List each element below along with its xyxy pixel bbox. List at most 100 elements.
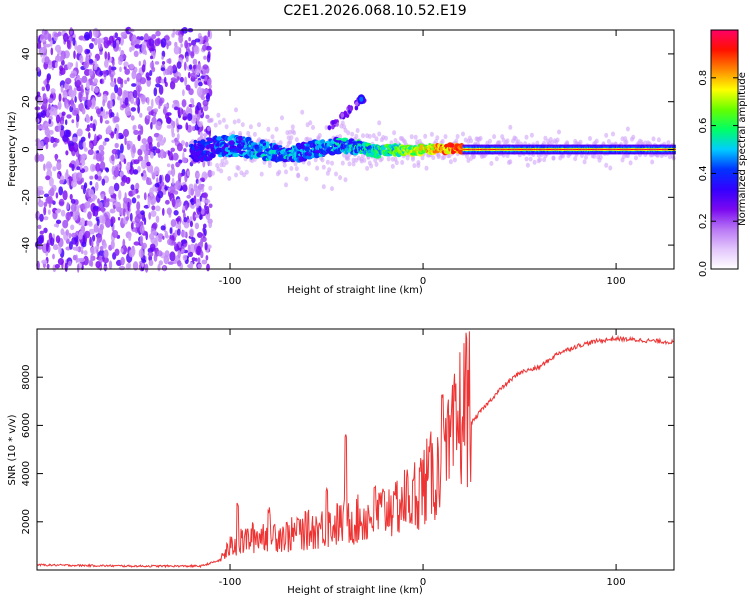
noise-blob xyxy=(186,113,193,122)
noise-blob xyxy=(71,232,77,238)
track-halo xyxy=(413,134,418,140)
noise-blob xyxy=(132,143,136,154)
noise-blob xyxy=(90,115,93,122)
y-tick-label: 40 xyxy=(21,48,32,61)
noise-blob xyxy=(113,182,120,192)
track-band xyxy=(628,149,631,150)
noise-blob xyxy=(119,152,124,162)
track-band xyxy=(512,149,515,150)
track-halo xyxy=(650,159,655,165)
noise-blob xyxy=(97,175,102,181)
noise-blob xyxy=(129,212,133,222)
track-band xyxy=(656,149,659,150)
noise-blob xyxy=(37,224,42,230)
noise-blob xyxy=(50,88,56,94)
noise-blob xyxy=(99,223,105,231)
noise-blob xyxy=(155,76,161,84)
noise-blob xyxy=(124,79,128,85)
noise-blob xyxy=(65,119,68,126)
noise-blob xyxy=(176,133,180,141)
track-halo xyxy=(338,175,343,181)
track-band xyxy=(540,149,543,150)
track-halo xyxy=(259,171,264,177)
track-band xyxy=(539,149,542,150)
track-band xyxy=(638,149,641,150)
track-halo xyxy=(289,135,294,141)
track-band xyxy=(573,149,576,150)
noise-blob xyxy=(140,144,146,151)
noise-blob xyxy=(166,43,169,50)
track-halo xyxy=(244,169,249,175)
track-blob xyxy=(378,155,382,159)
noise-blob xyxy=(75,79,81,87)
noise-blob xyxy=(147,251,154,257)
noise-blob xyxy=(80,217,86,227)
track-halo xyxy=(625,126,630,132)
noise-blob xyxy=(60,56,63,62)
noise-blob xyxy=(114,32,118,39)
track-halo xyxy=(505,153,510,159)
noise-blob xyxy=(60,120,64,125)
track-halo xyxy=(221,117,226,123)
track-halo xyxy=(330,186,334,192)
noise-blob xyxy=(166,163,171,168)
track-halo xyxy=(529,132,534,138)
track-halo xyxy=(236,118,241,124)
noise-blob xyxy=(114,166,119,175)
noise-blob xyxy=(75,247,79,252)
noise-blob xyxy=(185,84,191,91)
track-band xyxy=(496,149,499,150)
noise-blob xyxy=(200,250,204,259)
noise-blob xyxy=(135,96,139,105)
noise-blob xyxy=(74,96,77,103)
noise-blob xyxy=(169,227,173,235)
noise-blob xyxy=(137,155,144,162)
track-band xyxy=(647,149,650,150)
track-halo xyxy=(582,159,587,165)
noise-blob xyxy=(177,172,182,181)
track-band xyxy=(521,149,524,150)
noise-blob xyxy=(76,44,83,54)
noise-blob xyxy=(52,244,59,251)
noise-blob xyxy=(78,140,85,150)
track-halo xyxy=(213,122,218,128)
track-halo xyxy=(524,134,529,140)
noise-blob xyxy=(203,223,207,229)
track-halo xyxy=(561,153,565,159)
noise-blob xyxy=(126,143,131,151)
noise-blob xyxy=(104,137,110,142)
noise-blob xyxy=(95,162,101,172)
noise-blob xyxy=(166,207,172,215)
spectrogram-x-ticks: -100 0 100 xyxy=(219,30,626,287)
track-halo xyxy=(384,135,388,141)
noise-blob xyxy=(198,81,203,87)
track-band xyxy=(595,149,598,150)
noise-blob xyxy=(163,255,170,265)
track-band xyxy=(626,149,629,150)
noise-blob xyxy=(87,197,93,203)
track-halo xyxy=(327,167,332,173)
noise-blob xyxy=(177,260,182,267)
noise-blob xyxy=(98,255,104,263)
noise-blob xyxy=(67,62,72,70)
track-band xyxy=(665,149,668,150)
noise-blob xyxy=(39,213,44,222)
noise-blob xyxy=(37,96,43,106)
track-band xyxy=(574,149,577,150)
noise-blob xyxy=(196,69,200,76)
noise-blob xyxy=(120,181,125,187)
track-band xyxy=(582,149,585,150)
track-halo xyxy=(346,155,351,161)
track-band xyxy=(662,149,665,150)
noise-blob xyxy=(88,189,95,198)
noise-blob xyxy=(123,128,129,138)
noise-blob xyxy=(48,129,54,135)
track-halo xyxy=(248,124,253,130)
noise-blob xyxy=(83,250,88,256)
track-halo xyxy=(321,184,326,190)
noise-blob xyxy=(114,84,119,94)
noise-blob xyxy=(131,197,137,204)
track-band xyxy=(578,149,581,150)
noise-blob xyxy=(132,169,139,175)
track-blob xyxy=(241,136,246,139)
